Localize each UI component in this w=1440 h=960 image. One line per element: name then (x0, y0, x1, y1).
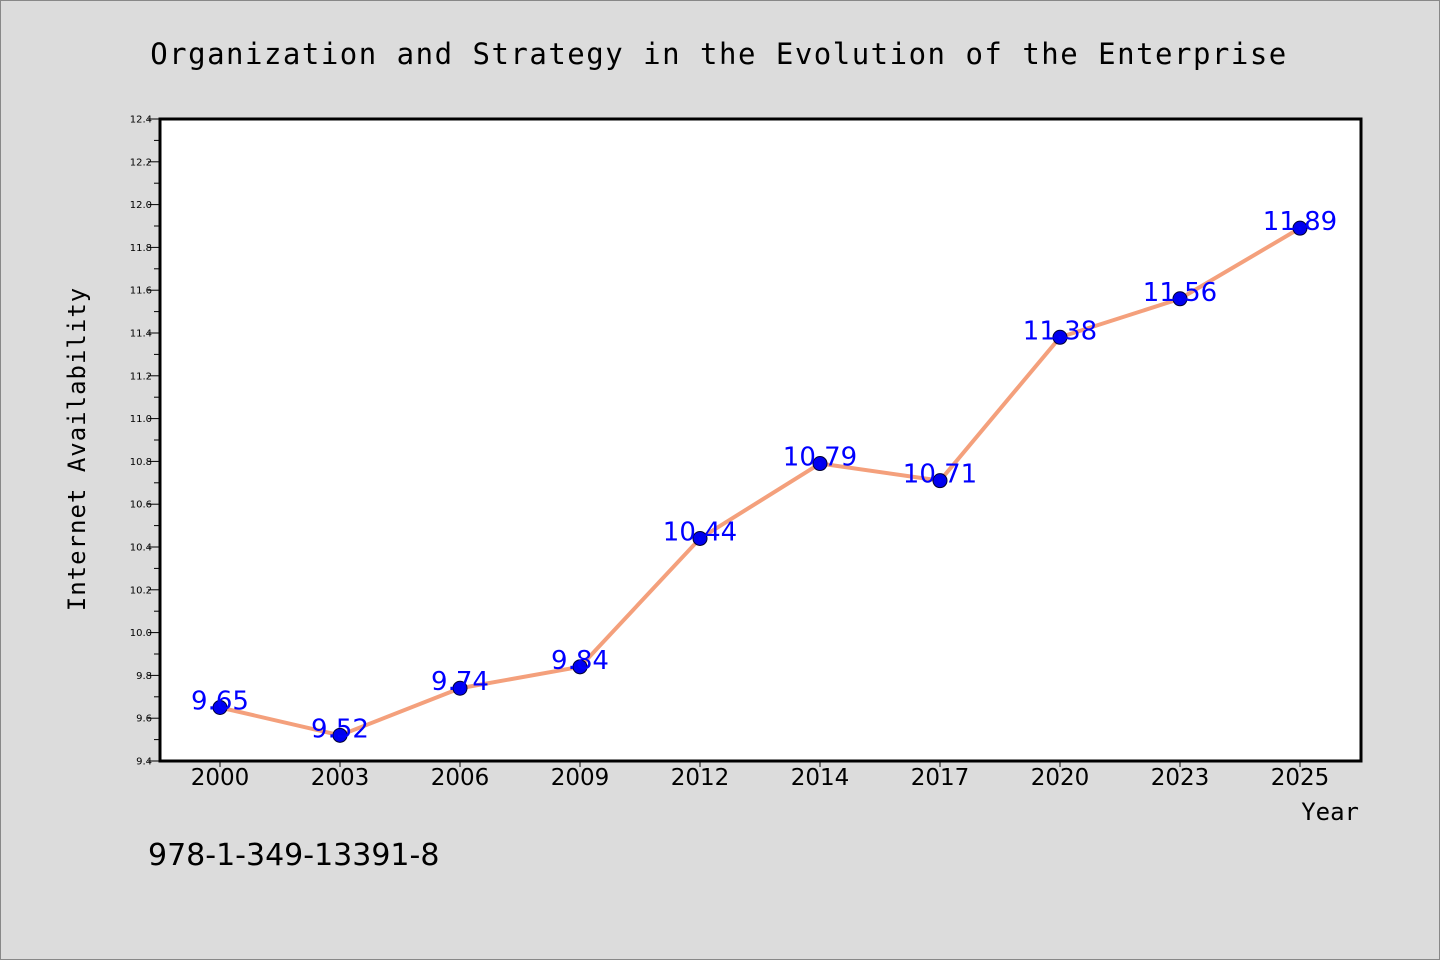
data-point (452, 680, 468, 696)
data-point (1052, 329, 1068, 345)
data-point (1172, 291, 1188, 307)
y-tick-label: 9.8 (136, 671, 152, 682)
data-label: 10.44 (663, 517, 737, 547)
x-axis: 2000 2003 2006 2009 2012 2014 2017 2020 2023 2025 (191, 761, 1330, 791)
data-point (1292, 220, 1308, 236)
data-labels: 9.65 9.52 9.74 9.84 10.44 10.79 10.71 11.38 11.5… (191, 207, 1337, 744)
data-point (332, 727, 348, 743)
y-tick-label: 9.6 (136, 714, 152, 725)
data-label: 9.52 (311, 714, 369, 744)
data-point (692, 530, 708, 546)
y-tick-label: 12.4 (130, 115, 152, 126)
data-label: 9.84 (551, 646, 609, 676)
data-point (812, 456, 828, 472)
y-tick-label: 10.2 (130, 585, 152, 596)
y-tick-label: 11.0 (130, 414, 152, 425)
y-tick-label: 10.6 (130, 500, 152, 511)
y-tick-label: 10.4 (130, 543, 152, 554)
y-tick-label: 12.0 (130, 200, 152, 211)
x-tick-label: 2023 (1151, 765, 1210, 791)
y-axis: 9.4 9.6 9.8 10.0 10.2 10.4 10.6 10.8 11.0 11.2 11.… (130, 115, 160, 768)
isbn-text: 978-1-349-13391-8 (148, 838, 439, 873)
x-tick-label: 2006 (431, 765, 490, 791)
y-tick-label: 11.2 (130, 371, 152, 382)
y-tick-label: 12.2 (130, 157, 152, 168)
x-tick-label: 2014 (791, 765, 850, 791)
data-label: 9.74 (431, 667, 489, 697)
x-tick-label: 2025 (1271, 765, 1330, 791)
y-tick-label: 10.0 (130, 628, 152, 639)
x-tick-label: 2000 (191, 765, 250, 791)
y-tick-label: 11.8 (130, 243, 152, 254)
series-line (219, 226, 1302, 738)
x-tick-label: 2003 (311, 765, 370, 791)
x-tick-label: 2020 (1031, 765, 1090, 791)
y-axis-label: Internet Availability (63, 287, 91, 611)
data-label: 11.38 (1023, 316, 1097, 346)
x-tick-label: 2012 (671, 765, 730, 791)
x-axis-label: Year (1301, 798, 1359, 826)
data-point (932, 473, 948, 489)
data-label: 10.79 (783, 443, 857, 473)
y-tick-label: 9.4 (136, 757, 152, 768)
data-label: 10.71 (903, 460, 977, 490)
y-tick-label: 11.6 (130, 286, 152, 297)
series-markers (212, 220, 1308, 743)
y-tick-label: 11.4 (130, 329, 152, 340)
data-point (572, 659, 588, 675)
data-label: 11.89 (1263, 207, 1337, 237)
data-point (212, 700, 228, 715)
plot-area (158, 117, 1363, 763)
y-tick-label: 10.8 (130, 457, 152, 468)
x-tick-label: 2017 (911, 765, 970, 791)
data-label: 11.56 (1143, 278, 1217, 308)
data-label: 9.65 (191, 687, 249, 717)
chart-title: Organization and Strategy in the Evoluti… (150, 37, 1288, 71)
x-tick-label: 2009 (551, 765, 610, 791)
